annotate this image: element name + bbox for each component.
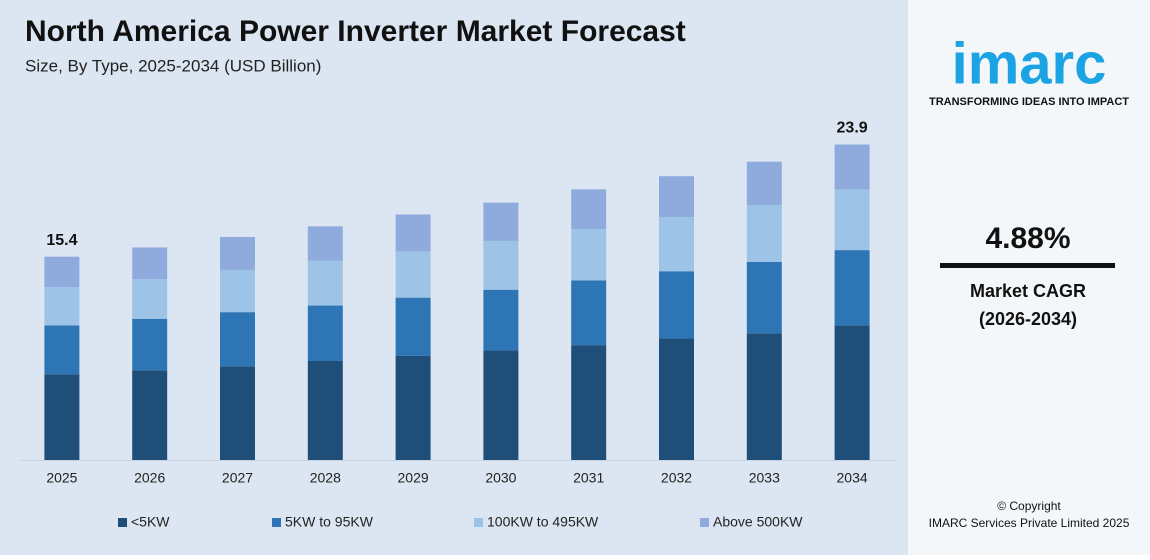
bar-segment bbox=[834, 250, 870, 326]
x-tick-label: 2033 bbox=[749, 470, 780, 486]
total-label: 23.9 bbox=[837, 120, 868, 137]
bar-segment bbox=[132, 318, 168, 371]
legend-swatch bbox=[700, 518, 709, 527]
x-tick-label: 2031 bbox=[573, 470, 604, 486]
cagr-value: 4.88% bbox=[985, 222, 1070, 255]
bar-segment bbox=[44, 325, 80, 375]
cagr-divider bbox=[940, 263, 1115, 268]
cagr-label: Market CAGR bbox=[970, 281, 1086, 301]
bar-segment bbox=[307, 260, 343, 306]
bar-segment bbox=[571, 345, 607, 460]
bar-segment bbox=[571, 229, 607, 281]
cagr-period: (2026-2034) bbox=[979, 309, 1077, 329]
bar-segment bbox=[395, 251, 431, 298]
bar-segment bbox=[220, 269, 255, 313]
legend-label: Above 500KW bbox=[713, 514, 803, 530]
legend-swatch bbox=[118, 518, 127, 527]
bar-segment bbox=[746, 333, 782, 460]
x-tick-label: 2034 bbox=[837, 470, 868, 486]
x-tick-label: 2027 bbox=[222, 470, 253, 486]
bar-segment bbox=[659, 217, 694, 272]
legend-label: <5KW bbox=[131, 514, 170, 530]
x-tick-label: 2026 bbox=[134, 470, 165, 486]
bar-segment bbox=[834, 189, 870, 251]
bar-segment bbox=[132, 370, 168, 460]
x-tick-label: 2028 bbox=[310, 470, 341, 486]
copyright: © Copyright bbox=[997, 499, 1061, 513]
bar-segment bbox=[746, 161, 782, 206]
total-label: 15.4 bbox=[46, 232, 77, 249]
bar-segment bbox=[659, 338, 694, 460]
bar-segment bbox=[834, 325, 870, 460]
tagline: TRANSFORMING IDEAS INTO IMPACT bbox=[929, 96, 1129, 108]
company: IMARC Services Private Limited 2025 bbox=[929, 516, 1130, 530]
bar-segment bbox=[395, 297, 431, 356]
x-tick-label: 2029 bbox=[398, 470, 429, 486]
bar-segment bbox=[307, 361, 343, 460]
bar-segment bbox=[220, 366, 255, 460]
bar-segment bbox=[571, 189, 607, 229]
chart-title: North America Power Inverter Market Fore… bbox=[25, 15, 686, 48]
legend-label: 5KW to 95KW bbox=[285, 514, 374, 530]
bar-segment bbox=[44, 256, 80, 288]
bar-segment bbox=[659, 176, 694, 218]
x-tick-label: 2025 bbox=[46, 470, 77, 486]
bar-segment bbox=[132, 279, 168, 319]
bar-segment bbox=[483, 240, 519, 290]
bar-segment bbox=[483, 202, 519, 241]
legend-label: 100KW to 495KW bbox=[487, 514, 599, 530]
bar-segment bbox=[834, 144, 870, 190]
bar-segment bbox=[746, 205, 782, 262]
bar-segment bbox=[220, 312, 255, 367]
x-tick-label: 2030 bbox=[485, 470, 516, 486]
bar-segment bbox=[571, 280, 607, 346]
bar-segment bbox=[307, 305, 343, 361]
bar-segment bbox=[395, 355, 431, 460]
bar-segment bbox=[44, 287, 80, 326]
legend-swatch bbox=[474, 518, 483, 527]
bar-segment bbox=[483, 350, 519, 460]
legend-swatch bbox=[272, 518, 281, 527]
bar-segment bbox=[395, 214, 431, 252]
x-tick-label: 2032 bbox=[661, 470, 692, 486]
bar-segment bbox=[44, 374, 80, 460]
bar-segment bbox=[659, 271, 694, 339]
bar-segment bbox=[132, 247, 168, 280]
bar-segment bbox=[220, 236, 255, 270]
bar-segment bbox=[746, 262, 782, 334]
sidebar-background bbox=[908, 0, 1150, 555]
bar-segment bbox=[483, 289, 519, 351]
bar-segment bbox=[307, 226, 343, 261]
logo: imarc bbox=[952, 31, 1107, 96]
chart-subtitle: Size, By Type, 2025-2034 (USD Billion) bbox=[25, 56, 321, 75]
